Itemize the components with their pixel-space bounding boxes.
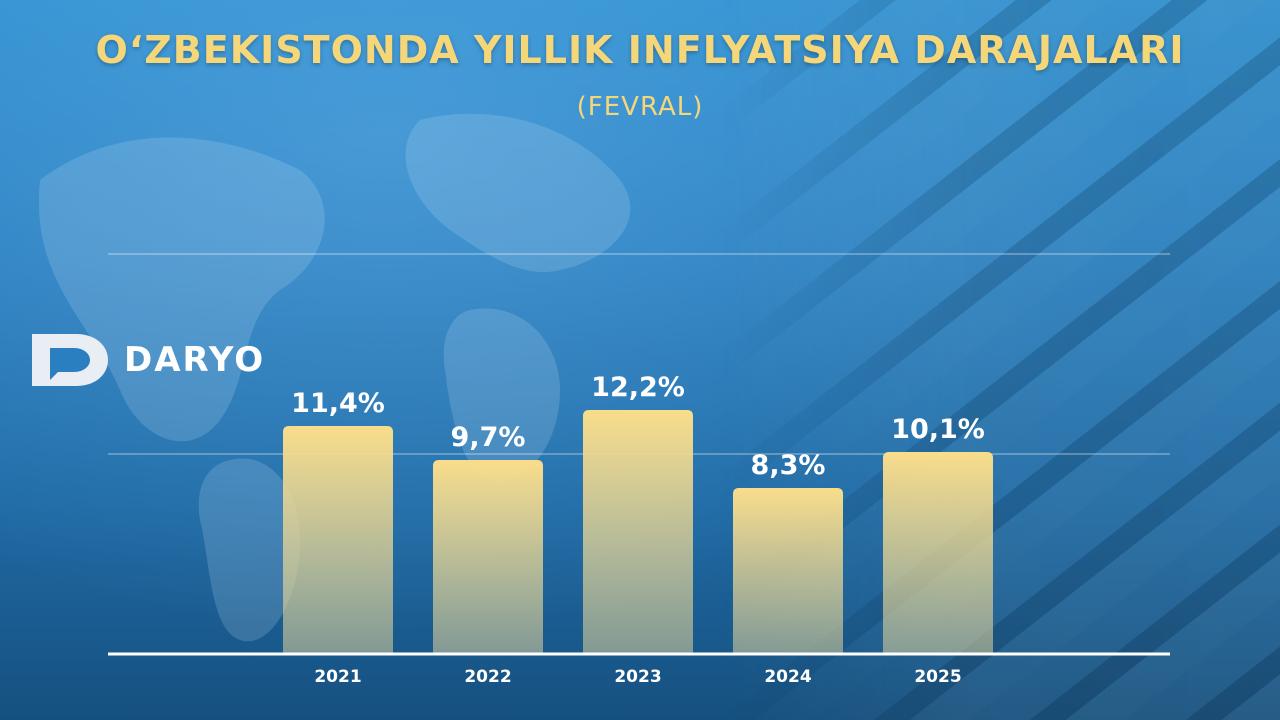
- data-label: 8,3%: [751, 450, 826, 481]
- daryo-logo: DARYO: [28, 330, 265, 390]
- x-tick-label: 2021: [314, 667, 361, 687]
- data-label: 12,2%: [591, 372, 685, 403]
- x-tick-label: 2023: [614, 667, 661, 687]
- bar: [433, 460, 543, 654]
- x-axis-ticks: 2021 2022 2023 2024 2025: [314, 667, 961, 687]
- bar: [583, 410, 693, 654]
- x-tick-label: 2024: [764, 667, 811, 687]
- chart-subtitle: (FEVRAL): [576, 92, 704, 122]
- data-label: 9,7%: [451, 422, 526, 453]
- bar: [883, 452, 993, 654]
- chart-title: O‘ZBEKISTONDA YILLIK INFLYATSIYA DARAJAL…: [95, 28, 1185, 72]
- bar: [283, 426, 393, 654]
- x-tick-label: 2025: [914, 667, 961, 687]
- x-tick-label: 2022: [464, 667, 511, 687]
- data-label: 11,4%: [291, 388, 385, 419]
- value-labels: 11,4% 9,7% 12,2% 8,3% 10,1%: [291, 372, 985, 481]
- data-label: 10,1%: [891, 414, 985, 445]
- daryo-speech-bubble-icon: [32, 334, 108, 386]
- bars: [283, 410, 993, 654]
- bar: [733, 488, 843, 654]
- brand-name: DARYO: [124, 340, 266, 380]
- world-map-background: [38, 113, 631, 642]
